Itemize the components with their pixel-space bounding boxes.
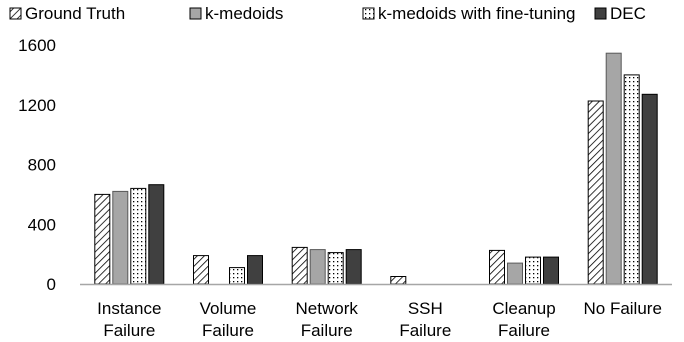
bar-k-medoids-with-fine-tuning-network-failure [327,252,344,285]
bar-ground-truth-instance-failure [94,193,111,285]
y-tick-label: 400 [28,215,56,234]
legend-label-dec: DEC [610,4,646,23]
bar-dec-cleanup-failure [543,256,559,285]
bar-ground-truth-cleanup-failure [489,249,505,285]
bar-ground-truth-network-failure [291,246,308,285]
legend-label-k-medoids-with-fine-tuning: k-medoids with fine-tuning [378,4,575,23]
bar-ground-truth-no-failure [587,100,604,285]
x-category-label-cleanup-failure: Cleanup Failure [492,299,555,340]
bar-ground-truth-volume-failure [193,255,209,285]
bar-dec-network-failure [345,249,362,285]
y-tick-label: 1200 [18,96,56,115]
legend-label-ground-truth: Ground Truth [25,4,125,23]
y-tick-label: 800 [28,156,56,175]
legend: Ground Truth k-medoids k-medoids with fine… [9,4,646,23]
y-tick-label: 1600 [18,36,56,55]
legend-swatch-dec [594,7,607,20]
x-category-label-volume-failure: Volume Failure [200,299,257,340]
bars [94,52,658,285]
legend-swatch-ground-truth [9,7,22,20]
bar-k-medoids-cleanup-failure [507,262,523,285]
legend-swatch-k-medoids-with-fine-tuning [362,7,375,20]
x-axis: Instance Failure Volume Failure Network Failu… [80,283,672,340]
bar-k-medoids-network-failure [309,249,326,285]
x-category-label-ssh-failure: SSH Failure [399,299,451,340]
bar-k-medoids-no-failure [605,52,622,285]
x-category-label-network-failure: Network Failure [296,299,359,340]
y-tick-label: 0 [47,275,56,294]
x-category-label-instance-failure: Instance Failure [97,299,161,340]
bar-dec-volume-failure [247,255,263,285]
bar-k-medoids-instance-failure [112,190,129,285]
bar-k-medoids-with-fine-tuning-no-failure [623,74,640,285]
bar-k-medoids-with-fine-tuning-volume-failure [229,267,245,285]
legend-label-k-medoids: k-medoids [205,4,283,23]
bar-dec-no-failure [641,93,658,285]
x-category-label-no-failure: No Failure [583,299,661,318]
y-axis: 0 400 800 1200 1600 [18,36,56,294]
bar-k-medoids-with-fine-tuning-cleanup-failure [525,256,541,285]
legend-swatch-k-medoids [189,7,202,20]
bar-k-medoids-with-fine-tuning-instance-failure [130,187,147,285]
bar-ground-truth-ssh-failure [390,276,407,285]
bar-dec-instance-failure [148,184,165,285]
